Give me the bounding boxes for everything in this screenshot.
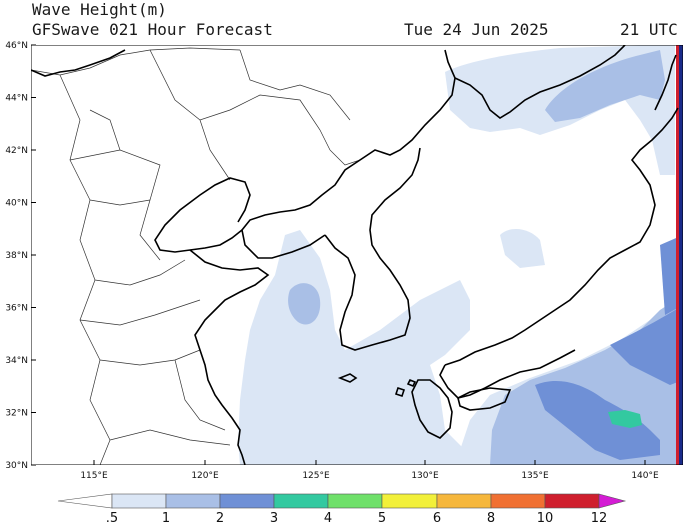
latitude-labels: 46°N 44°N 42°N 40°N 38°N 36°N 34°N 32°N … (5, 41, 28, 471)
lon-label: 115°E (80, 471, 108, 481)
colorbar-label: 5 (378, 511, 386, 525)
axis-ticks (31, 44, 646, 466)
lat-label: 34°N (5, 356, 28, 366)
lon-label: 140°E (631, 471, 659, 481)
forecast-date: Tue 24 Jun 2025 (404, 20, 549, 39)
colorbar-label: 8 (487, 511, 495, 525)
lat-label: 42°N (5, 146, 28, 156)
colorbar-swatch (57, 493, 113, 509)
colorbar: .5 1 2 3 4 5 6 8 10 12 (57, 493, 627, 525)
colorbar-swatch (273, 493, 329, 509)
colorbar-swatch (381, 493, 438, 509)
colorbar-label: 12 (591, 511, 608, 525)
chart-title: Wave Height(m) (32, 0, 167, 19)
lat-label: 46°N (5, 41, 28, 51)
colorbar-label: 10 (537, 511, 554, 525)
wave-area-strong (610, 305, 683, 385)
wave-area-4m (608, 410, 642, 428)
wave-area-medium (288, 283, 321, 325)
colorbar-label: 3 (270, 511, 278, 525)
edge-strip-high (676, 45, 679, 465)
province-borders (31, 47, 361, 465)
lon-label: 135°E (521, 471, 549, 481)
colorbar-swatch (111, 493, 167, 509)
wave-field (31, 45, 683, 465)
edge-strip-deep (679, 45, 683, 465)
colorbar-swatch (598, 493, 627, 509)
lon-label: 125°E (302, 471, 330, 481)
lon-label: 130°E (411, 471, 439, 481)
colorbar-swatch (544, 493, 600, 509)
colorbar-swatch (219, 493, 275, 509)
colorbar-label: 2 (216, 511, 224, 525)
lat-label: 38°N (5, 251, 28, 261)
coastlines (31, 45, 679, 465)
wave-area-medium (545, 50, 665, 122)
colorbar-swatch (436, 493, 492, 509)
wave-area-strong (535, 380, 660, 460)
lat-label: 30°N (5, 461, 28, 471)
lat-label: 40°N (5, 199, 28, 209)
forecast-time: 21 UTC (620, 20, 678, 39)
colorbar-label: 4 (324, 511, 332, 525)
colorbar-swatch (165, 493, 221, 509)
forecast-subtitle: GFSwave 021 Hour Forecast (32, 20, 273, 39)
lat-label: 36°N (5, 304, 28, 314)
colorbar-label: .5 (106, 511, 118, 525)
lat-label: 44°N (5, 94, 28, 104)
colorbar-label: 1 (162, 511, 170, 525)
lat-label: 32°N (5, 409, 28, 419)
colorbar-label: 6 (433, 511, 441, 525)
lon-label: 120°E (191, 471, 219, 481)
wave-area-light (500, 228, 545, 268)
longitude-labels: 115°E 120°E 125°E 130°E 135°E 140°E (80, 471, 659, 481)
colorbar-swatch (327, 493, 383, 509)
colorbar-swatch (490, 493, 546, 509)
